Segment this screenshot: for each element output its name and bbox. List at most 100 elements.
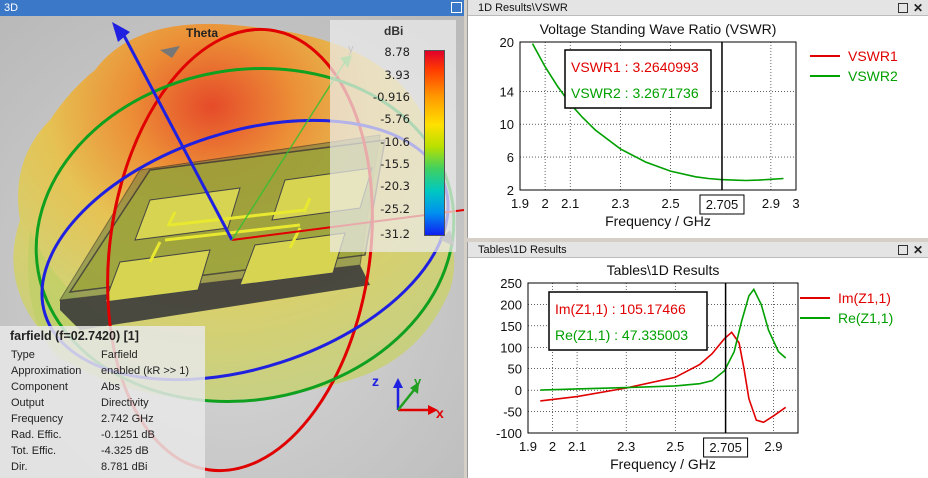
theta-ellipse-red [106, 27, 374, 473]
panel-3d-title: 3D [4, 2, 19, 14]
legend-label: VSWR1 [848, 48, 898, 64]
marker-readout-text: Im(Z1,1) : 105.17466 [555, 301, 686, 317]
close-icon[interactable]: ✕ [912, 1, 923, 15]
info-value: Abs [101, 381, 120, 393]
marker-x-label: 2.705 [706, 197, 739, 212]
info-value: -4.325 dB [101, 445, 149, 457]
marker-readout-text: VSWR1 : 3.2640993 [571, 59, 699, 75]
info-label: Rad. Effic. [11, 429, 62, 441]
close-icon[interactable]: ✕ [912, 243, 923, 257]
chart-title: Voltage Standing Wave Ratio (VSWR) [540, 21, 777, 37]
y-tick-label: 250 [500, 276, 522, 291]
z-axis-arrowhead [112, 22, 130, 42]
vswr-panel-title: 1D Results\VSWR [478, 2, 568, 14]
colorbar-unit: dBi [384, 24, 404, 38]
x-axis-label: Frequency / GHz [610, 456, 716, 472]
x-tick-label: 2.5 [666, 439, 684, 454]
x-tick-label: 1.9 [511, 196, 529, 211]
legend-label: Re(Z1,1) [838, 310, 893, 326]
info-label: Type [11, 349, 35, 361]
triad-z-label: z [372, 373, 379, 389]
info-value: 8.781 dBi [101, 461, 148, 473]
colorbar-tick: -20.3 [380, 179, 410, 193]
y-tick-label: 0 [515, 383, 522, 398]
impedance-chart[interactable]: Tables\1D Results 250 200 150 100 50 0 -50 -1001… [468, 258, 928, 478]
patch-element [239, 232, 346, 286]
colorbar [424, 50, 445, 236]
y-tick-label: 50 [508, 362, 522, 377]
y-tick-label: -100 [496, 426, 522, 441]
ground-plane-edge [60, 265, 370, 330]
y-tick-label: 10 [500, 117, 514, 132]
tables-result-panel[interactable]: Tables\1D Results ✕ Tables\1D Results 250… [467, 242, 928, 478]
x-tick-label: 2.1 [568, 439, 586, 454]
y-tick-label: 100 [500, 340, 522, 355]
vswr-panel-titlebar[interactable]: 1D Results\VSWR ✕ [468, 0, 928, 16]
info-value: -0.1251 dB [101, 429, 155, 441]
marker-readout-text: Re(Z1,1) : 47.335003 [555, 327, 688, 343]
legend-label: Im(Z1,1) [838, 290, 891, 306]
axes-triad-icon[interactable]: z x y [372, 373, 444, 421]
info-label: Dir. [11, 461, 28, 473]
y-axis-line [231, 61, 346, 241]
x-tick-label: 2.9 [762, 196, 780, 211]
tables-panel-title: Tables\1D Results [478, 244, 567, 256]
info-value: enabled (kR >> 1) [101, 365, 190, 377]
z-axis-line [118, 27, 234, 241]
farfield-info-panel [0, 326, 205, 478]
colorbar-tick: -0.916 [372, 90, 410, 104]
marker-label-box [703, 437, 749, 458]
legend-label: VSWR2 [848, 68, 898, 84]
theta-arrowhead [160, 46, 180, 58]
x-tick-label: 2 [541, 196, 548, 211]
feed-network [148, 197, 312, 263]
x-tick-label: 2.1 [561, 196, 579, 211]
colorbar-tick: -25.2 [380, 202, 410, 216]
vswr-chart[interactable]: Voltage Standing Wave Ratio (VSWR) 20 14 10… [468, 16, 928, 238]
tables-panel-titlebar[interactable]: Tables\1D Results ✕ [468, 242, 928, 258]
series-line-re-z1-1- [540, 287, 787, 391]
maximize-icon[interactable] [898, 245, 908, 255]
x-tick-label: 2.3 [611, 196, 629, 211]
y-tick-label: 14 [500, 84, 514, 99]
x-tick-label: 1.9 [519, 439, 537, 454]
theta-label: Theta [186, 26, 219, 40]
maximize-icon[interactable] [451, 2, 462, 13]
info-label: Output [11, 397, 45, 409]
y-tick-label: 150 [500, 319, 522, 334]
patch-element [134, 187, 241, 241]
y-tick-label: 6 [507, 150, 514, 165]
marker-readout-text: VSWR2 : 3.2671736 [571, 85, 699, 101]
y-tick-label: 200 [500, 297, 522, 312]
chart-title: Tables\1D Results [607, 262, 720, 278]
info-label: Approximation [11, 365, 82, 377]
x-tick-label: 2 [549, 439, 556, 454]
triad-x-label: x [436, 405, 444, 421]
triad-y-label: y [414, 374, 422, 389]
x-axis-label: Frequency / GHz [605, 213, 711, 229]
y-tick-label: 2 [507, 183, 514, 198]
colorbar-tick: -31.2 [380, 227, 410, 241]
info-value: Directivity [101, 397, 149, 409]
colorbar-tick: -5.76 [380, 112, 410, 126]
vswr-result-panel[interactable]: 1D Results\VSWR ✕ Voltage Standing Wave … [467, 0, 928, 238]
y-tick-label: 20 [500, 35, 514, 50]
info-label: Component [11, 381, 68, 393]
panel-3d-titlebar[interactable]: 3D [0, 0, 464, 16]
maximize-icon[interactable] [898, 3, 908, 13]
colorbar-tick: 8.78 [384, 45, 410, 59]
marker-readout-box [564, 49, 712, 109]
farfield-3d-view[interactable]: 3D [0, 0, 464, 478]
farfield-info-title: farfield (f=02.7420) [1] [10, 329, 139, 343]
series-line-im-z1-1- [540, 331, 787, 424]
y-tick-label: -50 [503, 405, 522, 420]
info-label: Tot. Effic. [11, 445, 57, 457]
x-tick-label: 2.3 [617, 439, 635, 454]
x-tick-label: 3 [792, 196, 799, 211]
marker-label-box [699, 194, 745, 215]
marker-x-label: 2.705 [709, 440, 742, 455]
colorbar-tick: -10.6 [380, 135, 410, 149]
info-value: 2.742 GHz [101, 413, 154, 425]
x-tick-label: 2.5 [662, 196, 680, 211]
